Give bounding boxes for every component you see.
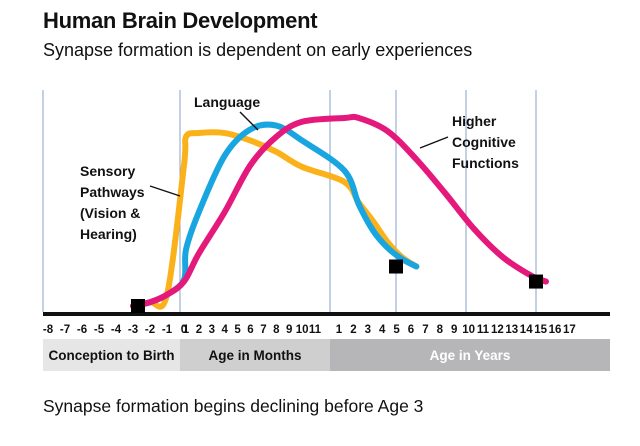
x-tick-label: 0 (181, 324, 187, 336)
x-tick-label: 3 (209, 324, 215, 336)
x-tick-label: -5 (94, 324, 105, 336)
x-tick-label: 2 (350, 324, 356, 336)
x-tick-label: 16 (549, 324, 562, 336)
segment-band (330, 339, 610, 371)
x-tick-label: 15 (534, 324, 547, 336)
tick-band (180, 316, 330, 338)
x-tick-label: 4 (221, 324, 228, 336)
x-tick-label: -2 (145, 324, 155, 336)
x-tick-label: 12 (491, 324, 504, 336)
x-tick-label: 8 (273, 324, 280, 336)
chart-title: Human Brain Development (43, 8, 318, 33)
x-tick-label: 1 (183, 324, 190, 336)
tick-band (43, 316, 180, 338)
segment-band (43, 339, 180, 371)
x-tick-label: 7 (422, 324, 428, 336)
higher-cognitive-label: Cognitive (452, 134, 516, 150)
endpoint-marker (131, 299, 145, 313)
endpoint-marker (389, 259, 403, 274)
x-tick-label: 9 (286, 324, 292, 336)
x-tick-label: 13 (505, 324, 518, 336)
higher-cognitive-label: Functions (452, 155, 519, 171)
sensory-pathways-label: Hearing) (80, 226, 137, 242)
x-tick-label: 3 (365, 324, 371, 336)
x-tick-label: -6 (77, 324, 87, 336)
x-tick-label: -4 (111, 324, 122, 336)
x-tick-label: 7 (260, 324, 266, 336)
higher-cognitive-leader-line (419, 136, 449, 149)
x-tick-label: 11 (309, 324, 322, 336)
sensory-pathways-label: Pathways (80, 184, 145, 200)
x-tick-label: -3 (128, 324, 138, 336)
x-tick-label: -7 (60, 324, 70, 336)
x-tick-label: 11 (477, 324, 490, 336)
x-tick-label: 8 (437, 324, 444, 336)
sensory-pathways-label: Sensory (80, 163, 135, 179)
tick-band (330, 316, 610, 338)
higher-cognitive-curve (130, 113, 549, 309)
x-tick-label: 2 (196, 324, 202, 336)
x-tick-label: -8 (43, 324, 54, 336)
x-tick-label: 1 (336, 324, 343, 336)
language-leader-line (239, 111, 259, 131)
segment-band (180, 339, 330, 371)
segment-label: Age in Months (209, 348, 302, 363)
sensory-pathways-label: (Vision & (80, 205, 140, 221)
higher-cognitive-label: Higher (452, 113, 497, 129)
segment-label: Age in Years (430, 348, 511, 363)
segment-label: Conception to Birth (49, 348, 175, 363)
x-tick-label: 10 (462, 324, 475, 336)
sensory-pathways-curve (130, 129, 420, 310)
sensory-leader-line (149, 185, 181, 197)
x-tick-label: 6 (408, 324, 414, 336)
x-tick-label: 6 (247, 324, 253, 336)
x-tick-label: 9 (451, 324, 457, 336)
x-tick-label: 5 (234, 324, 241, 336)
chart-subtitle: Synapse formation is dependent on early … (43, 40, 473, 60)
endpoint-marker (529, 274, 543, 289)
x-tick-label: -1 (162, 324, 173, 336)
x-tick-label: 17 (563, 324, 576, 336)
language-label: Language (194, 94, 260, 110)
x-tick-label: 4 (379, 324, 386, 336)
chart-footer-note: Synapse formation begins declining befor… (43, 396, 424, 416)
x-tick-label: 10 (296, 324, 309, 336)
x-tick-label: 14 (520, 324, 533, 336)
x-tick-label: 5 (393, 324, 400, 336)
